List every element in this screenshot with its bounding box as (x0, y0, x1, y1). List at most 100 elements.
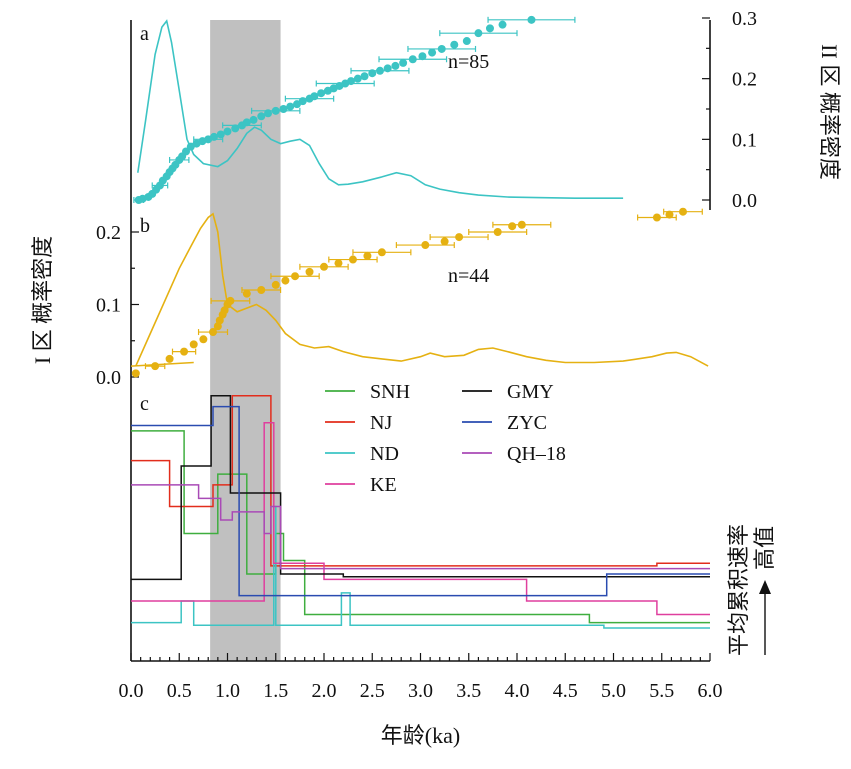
panel-b-age-point (242, 289, 251, 298)
y-right-tick-label: 0.1 (732, 129, 757, 151)
panel-a-age-point (485, 24, 494, 33)
panel-a-age-point (231, 124, 240, 133)
panel-a (133, 15, 624, 204)
legend-label: QH–18 (507, 443, 566, 465)
step-series-qh-18 (131, 484, 710, 570)
panel-b (130, 207, 709, 378)
chart-text-layer: 0.0 0.5 1.0 1.5 2.0 2.5 3.0 3.5 4.0 4.5 5.0 5.5 6.0 年… (30, 8, 842, 748)
x-tick-label: 1.0 (215, 680, 240, 702)
x-axis-title: 年龄(ka) (381, 723, 460, 748)
panel-b-age-point (257, 286, 266, 294)
panel-a-age-point (527, 15, 536, 24)
panel-b-age-point (281, 276, 290, 285)
panel-a-age-point (286, 102, 295, 111)
x-tick-label: 2.0 (312, 680, 337, 702)
panel-b-age-point (131, 369, 140, 378)
x-tick-label: 1.5 (263, 680, 288, 702)
panel-b-letter: b (140, 215, 150, 237)
x-tick-label: 0.5 (167, 680, 192, 702)
legend-label: ND (370, 443, 399, 465)
panel-b-age-point (517, 220, 526, 229)
panel-b-age-point (652, 213, 661, 222)
panel-a-age-point (474, 29, 483, 38)
panel-c-letter: c (140, 393, 149, 415)
panel-a-age-point (498, 20, 507, 29)
y-right-tick-label: 0.0 (732, 190, 757, 212)
step-series-nj (131, 395, 710, 567)
x-tick-label: 3.5 (456, 680, 481, 702)
step-series-ke (131, 422, 710, 616)
step-series-zyc (131, 405, 710, 597)
panel-a-age-point (347, 77, 356, 86)
panel-b-age-point (508, 222, 517, 231)
y-left-tick-label: 0.0 (96, 367, 121, 389)
panel-a-age-point (298, 97, 307, 106)
x-tick-label: 5.5 (649, 680, 674, 702)
x-tick-label: 3.0 (408, 680, 433, 702)
y-right-tick-label: 0.3 (732, 8, 757, 30)
x-tick-label: 6.0 (698, 680, 723, 702)
panel-a-age-point (462, 37, 471, 46)
x-tick-label: 5.0 (601, 680, 626, 702)
legend-label: GMY (507, 381, 554, 403)
panel-b-age-point (455, 233, 464, 242)
x-tick-label: 4.0 (505, 680, 530, 702)
panel-a-ylabel: II 区 概率密度 (817, 44, 842, 180)
panel-b-density-curve (135, 212, 709, 367)
panel-b-age-point (151, 362, 160, 371)
panel-a-age-point (209, 132, 218, 141)
panel-c-ylabel: 平均累积速率 (726, 524, 751, 656)
panel-a-density-curve (137, 19, 624, 199)
panel-b-n-label: n=44 (448, 265, 489, 287)
panel-c-ylabel-high: 高值 (752, 526, 777, 570)
panel-a-age-point (375, 66, 384, 75)
panel-a-letter: a (140, 23, 149, 45)
panel-b-age-point (180, 347, 189, 356)
panel-b-density-tail (130, 361, 194, 367)
panel-a-age-point (264, 109, 273, 118)
panel-a-age-point (450, 40, 459, 49)
panel-b-age-point (189, 340, 198, 349)
panel-a-age-point (257, 112, 266, 121)
panel-a-age-point (223, 127, 232, 136)
panel-a-age-point (408, 55, 417, 64)
panel-b-age-point (209, 328, 218, 337)
panel-b-ylabel: I 区 概率密度 (30, 236, 55, 364)
panel-a-age-point (317, 89, 326, 98)
panel-a-age-point (418, 52, 427, 61)
panel-b-age-point (320, 262, 328, 271)
panel-a-age-point (216, 130, 225, 139)
panel-a-age-point (249, 115, 258, 124)
panel-b-age-point (440, 237, 449, 246)
panel-a-age-point (391, 61, 400, 70)
y-right-tick-label: 0.2 (732, 69, 757, 91)
panel-b-age-point (665, 210, 674, 219)
panel-b-age-point (363, 251, 372, 260)
panel-a-age-point (279, 105, 288, 113)
panel-a-age-point (399, 58, 408, 67)
panel-b-age-point (377, 248, 386, 257)
panel-a-age-point (242, 118, 251, 127)
panel-a-age-point (310, 92, 319, 101)
legend-label: NJ (370, 412, 392, 434)
panel-b-age-point (334, 259, 343, 268)
panel-a-age-point (271, 106, 280, 115)
rate-arrow-head (759, 580, 771, 594)
x-tick-label: 4.5 (553, 680, 578, 702)
x-tick-label: 2.5 (360, 680, 385, 702)
panel-a-age-point (383, 64, 392, 73)
legend-label: SNH (370, 381, 410, 403)
panel-a-age-point (368, 69, 377, 78)
legend-label: ZYC (507, 412, 547, 434)
panel-b-age-point (291, 272, 300, 281)
panel-a-n-label: n=85 (448, 51, 489, 73)
panel-b-age-point (493, 228, 502, 236)
panel-b-age-point (165, 354, 174, 363)
panel-a-age-point (360, 72, 369, 81)
panel-a-age-point (182, 147, 191, 156)
panel-b-age-point (348, 255, 357, 264)
panel-a-age-point (353, 74, 362, 83)
x-tick-label: 0.0 (119, 680, 144, 702)
